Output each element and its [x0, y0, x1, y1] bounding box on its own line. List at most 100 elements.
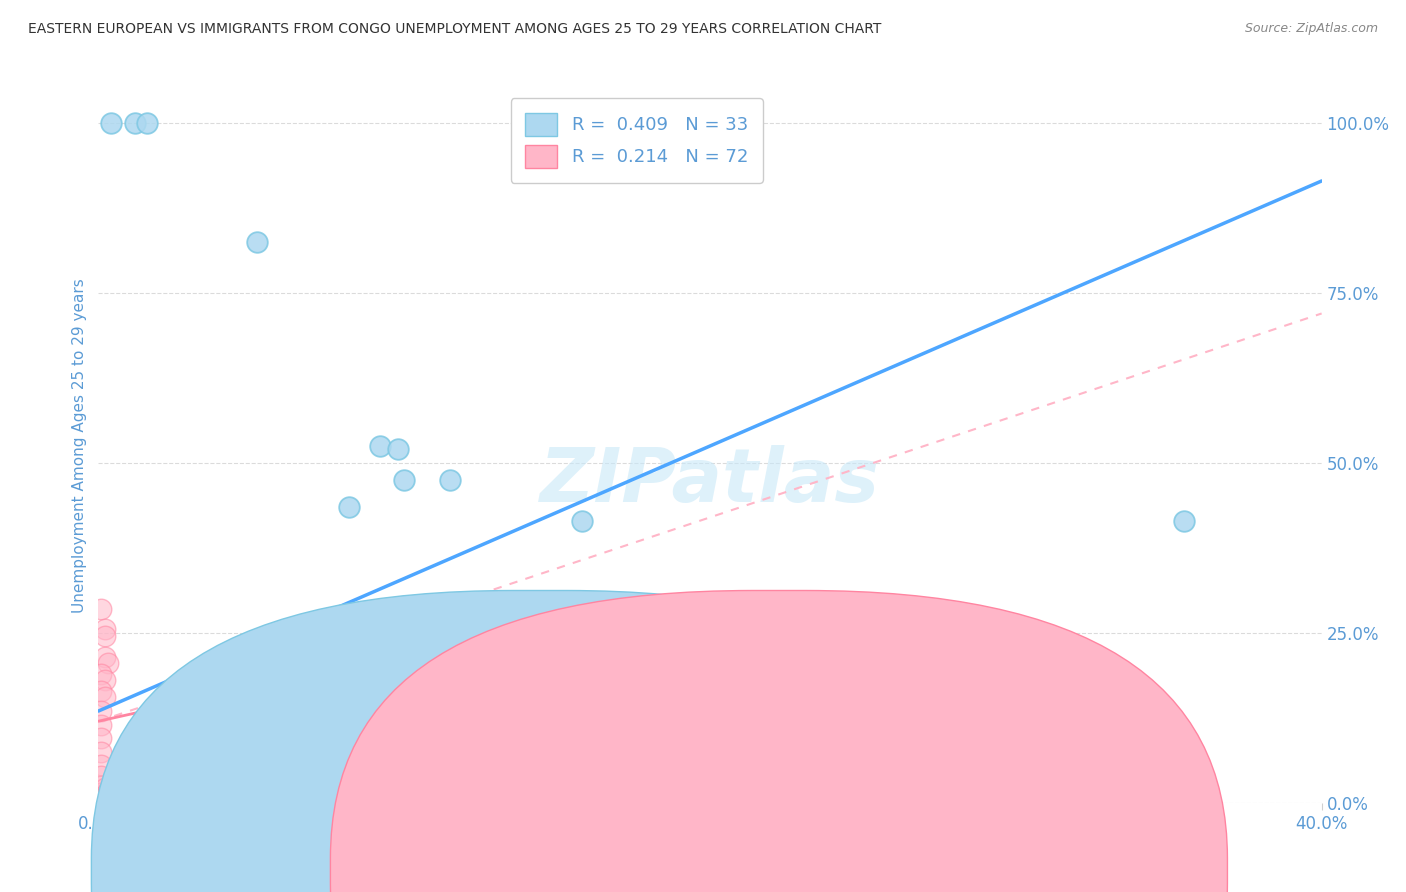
Point — [149, 749, 172, 764]
Point — [97, 790, 120, 805]
Point — [90, 795, 112, 809]
Point — [111, 794, 134, 808]
Point — [623, 741, 645, 756]
Point — [316, 740, 339, 755]
Point — [100, 793, 122, 807]
Point — [115, 795, 138, 809]
Legend: R =  0.409   N = 33, R =  0.214   N = 72: R = 0.409 N = 33, R = 0.214 N = 72 — [510, 98, 762, 183]
Point — [270, 728, 292, 742]
Point — [105, 794, 128, 808]
Point — [136, 795, 159, 809]
Point — [246, 235, 269, 249]
Point — [285, 738, 308, 752]
Point — [90, 790, 112, 805]
Point — [179, 751, 201, 765]
Point — [100, 794, 122, 808]
Point — [240, 724, 263, 739]
Point — [1173, 514, 1195, 528]
Point — [97, 792, 120, 806]
Point — [90, 758, 112, 772]
Point — [90, 731, 112, 746]
Point — [93, 792, 115, 806]
Point — [108, 794, 131, 808]
Point — [332, 763, 354, 777]
Point — [240, 758, 263, 772]
Point — [194, 714, 217, 729]
Point — [121, 795, 143, 809]
Point — [392, 473, 416, 487]
Point — [378, 765, 401, 780]
Text: EASTERN EUROPEAN VS IMMIGRANTS FROM CONGO UNEMPLOYMENT AMONG AGES 25 TO 29 YEARS: EASTERN EUROPEAN VS IMMIGRANTS FROM CONG… — [28, 22, 882, 37]
Point — [387, 442, 409, 457]
Text: ZIPatlas: ZIPatlas — [540, 445, 880, 518]
Text: Immigrants from Congo: Immigrants from Congo — [815, 858, 997, 872]
Point — [97, 794, 120, 808]
Point — [90, 602, 112, 616]
Point — [90, 769, 112, 783]
Point — [93, 649, 115, 664]
Point — [93, 629, 115, 643]
Point — [93, 690, 115, 705]
Point — [775, 704, 797, 718]
Point — [129, 795, 152, 809]
Point — [100, 116, 122, 130]
Point — [105, 794, 128, 808]
Point — [103, 793, 125, 807]
Point — [100, 791, 122, 805]
Point — [93, 794, 115, 808]
Point — [368, 439, 391, 453]
Point — [90, 745, 112, 759]
Point — [134, 795, 156, 809]
Point — [97, 657, 120, 671]
Text: Source: ZipAtlas.com: Source: ZipAtlas.com — [1244, 22, 1378, 36]
Point — [103, 794, 125, 808]
Point — [100, 788, 122, 802]
Text: Eastern Europeans: Eastern Europeans — [576, 858, 720, 872]
Point — [90, 792, 112, 806]
Point — [142, 795, 165, 809]
Point — [652, 704, 675, 718]
Point — [124, 116, 146, 130]
Point — [90, 717, 112, 731]
Point — [118, 794, 141, 808]
Point — [90, 683, 112, 698]
Point — [136, 116, 159, 130]
Point — [301, 760, 323, 774]
Point — [103, 794, 125, 808]
Point — [90, 779, 112, 793]
Point — [139, 795, 162, 809]
Point — [97, 794, 120, 808]
Point — [90, 786, 112, 800]
Point — [90, 794, 112, 808]
Y-axis label: Unemployment Among Ages 25 to 29 years: Unemployment Among Ages 25 to 29 years — [72, 278, 87, 614]
Point — [118, 747, 141, 761]
Point — [90, 793, 112, 807]
Point — [337, 500, 360, 515]
Point — [93, 790, 115, 805]
Point — [775, 751, 797, 765]
Point — [93, 794, 115, 808]
Point — [93, 780, 115, 795]
Point — [124, 795, 146, 809]
Point — [149, 711, 172, 725]
Point — [97, 783, 120, 797]
Point — [90, 794, 112, 808]
Point — [714, 680, 737, 694]
Point — [118, 795, 141, 809]
Point — [90, 666, 112, 681]
Point — [111, 795, 134, 809]
Point — [127, 795, 149, 809]
Point — [256, 786, 278, 800]
Point — [571, 514, 593, 528]
Point — [439, 473, 461, 487]
Point — [337, 745, 360, 759]
Point — [108, 794, 131, 808]
Point — [209, 756, 232, 771]
Point — [93, 623, 115, 637]
Point — [501, 721, 523, 735]
Point — [118, 770, 141, 784]
Point — [93, 788, 115, 802]
Point — [115, 794, 138, 808]
Point — [90, 704, 112, 718]
Point — [93, 673, 115, 688]
